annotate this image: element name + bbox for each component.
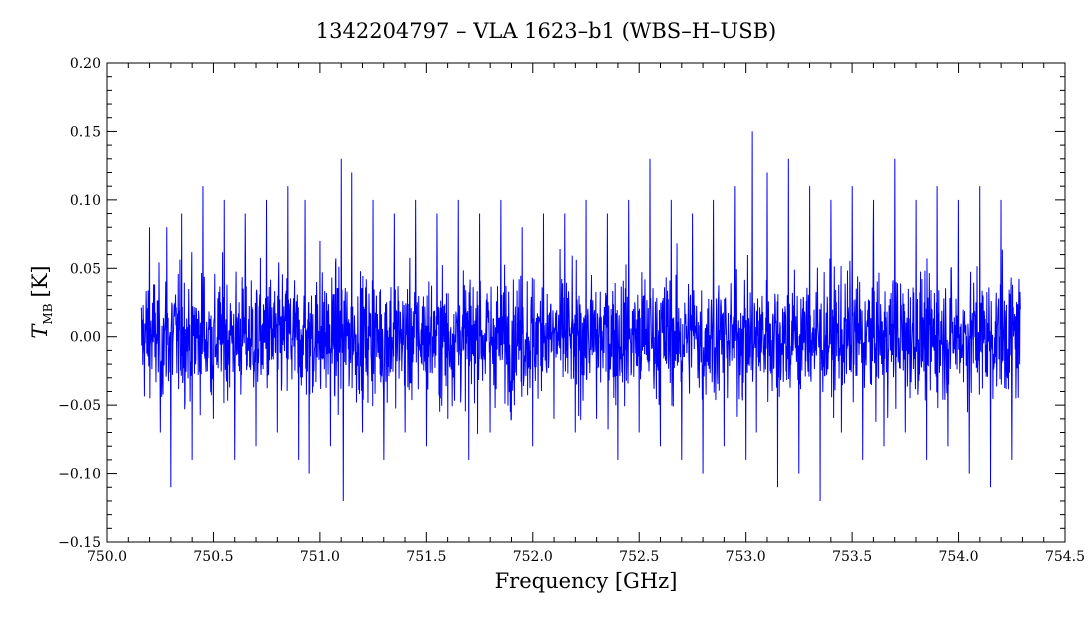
y-tick-label: −0.10 xyxy=(58,467,101,483)
y-tick-label: −0.15 xyxy=(58,535,101,551)
x-tick-label: 754.5 xyxy=(1045,549,1085,565)
x-tick-label: 753.0 xyxy=(726,549,766,565)
y-tick-label: 0.05 xyxy=(70,261,101,277)
plot-frame xyxy=(106,62,1066,543)
y-axis-label: TMB [K] xyxy=(28,265,55,338)
chart-title: 1342204797 – VLA 1623–b1 (WBS–H–USB) xyxy=(316,19,776,43)
x-tick-label: 752.0 xyxy=(513,549,553,565)
svg-text:TMB[K]: TMB [K] xyxy=(28,265,55,338)
y-axis-label-symbol: T xyxy=(28,323,52,339)
x-axis-label: Frequency [GHz] xyxy=(495,569,678,593)
spectrum-trace xyxy=(140,131,1021,501)
x-tick-label: 750.5 xyxy=(193,549,233,565)
spectrum-line xyxy=(140,131,1021,501)
y-axis-label-subscript: MB xyxy=(41,303,55,324)
x-tick-label: 752.5 xyxy=(619,549,659,565)
x-tick-label: 754.0 xyxy=(939,549,979,565)
x-axis: 750.0 750.5 751.0 751.5 752.0 752.5 753.0 753.5… xyxy=(87,63,1085,565)
y-tick-label: 0.15 xyxy=(70,124,101,140)
x-tick-label: 753.5 xyxy=(832,549,872,565)
y-tick-label: −0.05 xyxy=(58,398,101,414)
y-axis-label-unit: [K] xyxy=(28,265,52,297)
y-tick-label: 0.20 xyxy=(70,56,101,72)
y-tick-label: 0.00 xyxy=(70,330,101,346)
x-tick-label: 751.0 xyxy=(300,549,340,565)
x-tick-label: 751.5 xyxy=(406,549,446,565)
y-tick-label: 0.10 xyxy=(70,193,101,209)
y-axis: −0.15 −0.10 −0.05 0.00 0.05 0.10 0.15 0.20 xyxy=(58,56,1065,551)
x-tick-label: 750.0 xyxy=(87,549,127,565)
